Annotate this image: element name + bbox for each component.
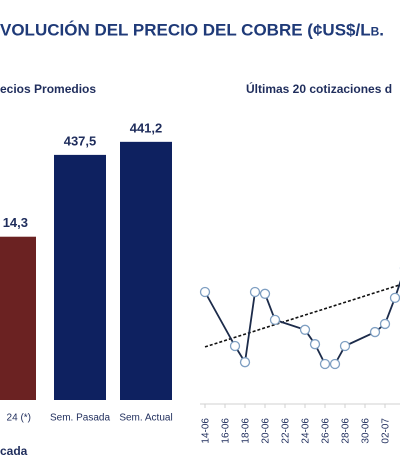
point [369, 326, 381, 338]
point [269, 314, 281, 326]
chart-title: Últimas 20 cotizaciones d [246, 81, 392, 96]
x-tick-label: 28-06 [341, 418, 352, 444]
x-tick-label: 22-06 [281, 418, 292, 444]
value-label: 437,5 [64, 133, 97, 148]
point [319, 358, 331, 370]
bar [54, 154, 106, 400]
trendline [204, 284, 400, 348]
point [229, 340, 241, 352]
x-tick-label: 16-06 [221, 418, 232, 444]
value-label: 441,2 [130, 120, 163, 135]
point [329, 358, 341, 370]
point [259, 288, 271, 299]
bar [120, 141, 172, 400]
bar [0, 236, 36, 400]
x-tick-label: 20-06 [261, 418, 272, 444]
x-tick-label: 24 (*) [7, 413, 31, 424]
point [299, 324, 311, 335]
x-tick-label: Sem. Actual [119, 413, 172, 424]
x-tick-label: 24-06 [301, 418, 312, 444]
note: cada [0, 444, 28, 458]
point [249, 286, 261, 298]
x-tick-label: 26-06 [321, 418, 332, 444]
chart-title: ecios Promedios [0, 82, 96, 96]
point [309, 339, 321, 350]
point [379, 318, 391, 330]
x-tick-label: Sem. Pasada [50, 413, 110, 424]
point [239, 357, 251, 368]
x-tick-label: 30-06 [361, 418, 372, 444]
point [339, 340, 351, 352]
x-tick-label: 14-06 [201, 418, 212, 444]
x-tick-label: 18-06 [241, 418, 252, 444]
x-tick-label: 02-07 [381, 418, 392, 444]
point [199, 286, 211, 298]
page-title: VOLUCIÓN DEL PRECIO DEL COBRE (¢US$/Lb. [0, 20, 384, 39]
point [389, 292, 400, 303]
value-label: 14,3 [3, 215, 28, 230]
